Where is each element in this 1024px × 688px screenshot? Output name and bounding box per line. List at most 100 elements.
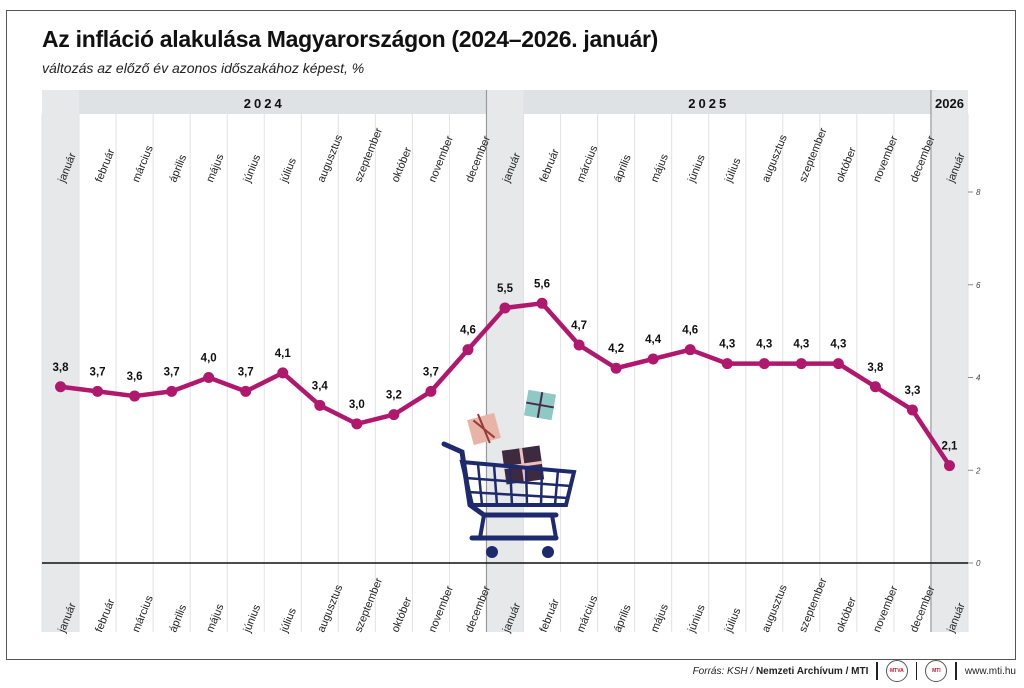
- month-tick-label: november: [427, 134, 457, 184]
- gift-icon: [467, 412, 501, 446]
- mtva-logo: MTVA: [885, 660, 908, 682]
- data-label: 3,7: [238, 366, 254, 378]
- mti-logo: MTI: [925, 660, 948, 682]
- source-archive: Nemzeti Archívum / MTI: [755, 665, 869, 677]
- month-tick-label: szeptember: [352, 576, 385, 634]
- month-tick-label: május: [204, 152, 226, 184]
- gift-icon: [523, 389, 557, 421]
- data-point: [906, 404, 918, 416]
- y-tick-label: 4: [976, 374, 981, 383]
- y-tick-label: 0: [976, 559, 981, 568]
- month-tick-label: szeptember: [352, 126, 385, 184]
- month-tick-label: április: [612, 153, 634, 185]
- month-tick-label: szeptember: [797, 126, 830, 184]
- data-point: [832, 358, 844, 370]
- data-label: 5,6: [534, 278, 550, 290]
- data-label: 4,3: [830, 339, 846, 351]
- data-point: [462, 344, 474, 356]
- month-tick-label: október: [834, 595, 859, 634]
- y-tick-label: 8: [976, 188, 981, 197]
- month-tick-label: július: [723, 156, 744, 185]
- data-label: 3,0: [349, 399, 365, 411]
- mti-logo-text: MTI: [932, 668, 941, 674]
- data-point: [166, 385, 178, 397]
- data-point: [573, 339, 585, 351]
- data-label: 4,6: [460, 325, 476, 337]
- month-tick-label: február: [538, 597, 562, 634]
- month-tick-label: június: [241, 603, 263, 636]
- data-point: [869, 381, 881, 393]
- month-tick-label: május: [204, 602, 226, 634]
- y-tick-label: 6: [976, 281, 981, 290]
- data-point: [425, 385, 437, 397]
- data-point: [684, 344, 696, 356]
- month-tick-label: március: [575, 593, 601, 634]
- data-label: 4,4: [645, 334, 662, 346]
- month-tick-label: március: [130, 143, 156, 184]
- data-label: 3,7: [164, 366, 180, 378]
- source-text: Forrás: KSH / Nemzeti Archívum / MTI: [693, 666, 869, 677]
- gift-icon: [501, 445, 545, 485]
- month-tick-label: augusztus: [315, 583, 345, 634]
- data-point: [943, 460, 955, 472]
- data-point: [92, 385, 104, 397]
- data-point: [758, 358, 770, 370]
- month-tick-label: november: [871, 134, 901, 184]
- month-tick-label: április: [167, 153, 189, 185]
- month-tick-label: november: [427, 584, 457, 634]
- y-tick-label: 2: [975, 466, 981, 475]
- data-label: 4,2: [608, 343, 624, 355]
- data-point: [314, 399, 326, 411]
- data-label: 5,5: [497, 283, 514, 295]
- year-label: 2024: [244, 96, 285, 111]
- data-point: [536, 297, 548, 309]
- month-tick-label: február: [538, 147, 562, 184]
- mtva-logo-text: MTVA: [889, 668, 904, 674]
- month-tick-label: június: [241, 153, 263, 186]
- month-tick-label: augusztus: [760, 133, 790, 184]
- month-tick-label: február: [93, 597, 117, 634]
- data-label: 4,3: [719, 339, 735, 351]
- data-label: 4,1: [275, 348, 292, 360]
- data-point: [277, 367, 289, 379]
- data-point: [240, 385, 252, 397]
- chart-title: Az infláció alakulása Magyarországon (20…: [42, 26, 658, 52]
- month-tick-label: július: [278, 156, 299, 185]
- data-label: 4,3: [756, 339, 772, 351]
- separator: [915, 662, 918, 680]
- month-tick-label: május: [649, 152, 671, 184]
- month-tick-label: augusztus: [315, 133, 345, 184]
- data-label: 4,0: [201, 353, 217, 365]
- month-tick-label: március: [130, 593, 156, 634]
- separator: [955, 662, 957, 680]
- month-tick-label: június: [685, 603, 707, 636]
- data-point: [499, 302, 511, 314]
- data-label: 3,2: [386, 390, 402, 402]
- january-shade: [486, 90, 524, 632]
- month-tick-label: október: [390, 145, 415, 184]
- month-tick-label: április: [167, 603, 189, 635]
- month-tick-label: március: [575, 143, 601, 184]
- month-tick-label: szeptember: [797, 576, 830, 634]
- source-prefix: Forrás: KSH /: [692, 665, 756, 677]
- month-tick-label: február: [93, 147, 117, 184]
- data-label: 3,4: [312, 380, 329, 392]
- data-point: [647, 353, 659, 365]
- month-tick-label: július: [278, 606, 299, 635]
- data-label: 3,7: [423, 366, 439, 378]
- month-tick-label: április: [612, 603, 634, 635]
- data-point: [203, 372, 215, 383]
- data-point: [721, 358, 733, 370]
- data-point: [55, 381, 67, 393]
- year-label: 2026: [935, 96, 964, 111]
- data-point: [129, 390, 141, 402]
- month-tick-label: augusztus: [760, 583, 790, 634]
- year-label: 2025: [688, 96, 729, 111]
- website-link[interactable]: www.mti.hu: [964, 665, 1016, 677]
- data-label: 3,3: [904, 385, 920, 397]
- month-tick-label: június: [685, 153, 707, 186]
- data-label: 2,1: [941, 441, 958, 453]
- separator: [876, 662, 878, 680]
- january-shade: [930, 90, 968, 632]
